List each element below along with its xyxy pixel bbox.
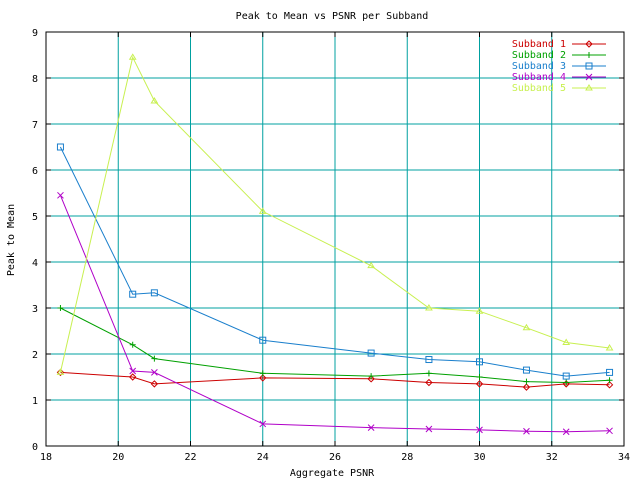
data-point-square bbox=[522, 366, 530, 374]
series-line bbox=[60, 307, 610, 384]
series-2 bbox=[57, 305, 613, 386]
data-point-plus bbox=[151, 355, 158, 362]
series-line bbox=[59, 195, 610, 433]
data-point-plus bbox=[129, 341, 136, 348]
grid-layer bbox=[46, 32, 624, 446]
data-point-triangle bbox=[258, 207, 267, 214]
x-tick-label: 26 bbox=[329, 452, 341, 463]
y-tick-label: 9 bbox=[32, 28, 38, 39]
data-point-diamond bbox=[522, 383, 531, 391]
data-point-cross bbox=[476, 426, 483, 434]
data-point-square bbox=[425, 356, 433, 364]
data-point-triangle bbox=[367, 261, 376, 269]
data-point-diamond bbox=[128, 373, 137, 381]
data-point-diamond bbox=[425, 378, 433, 387]
data-point-diamond bbox=[259, 374, 267, 382]
y-tick-label: 5 bbox=[32, 212, 38, 223]
data-point-diamond bbox=[56, 368, 65, 377]
data-point-square bbox=[150, 289, 158, 297]
series-line bbox=[59, 146, 610, 377]
data-point-plus bbox=[425, 370, 432, 377]
data-point-plus bbox=[523, 378, 530, 385]
data-point-diamond bbox=[150, 380, 159, 388]
series-4 bbox=[57, 191, 613, 436]
data-point-diamond bbox=[367, 375, 375, 383]
series-line bbox=[59, 55, 610, 373]
data-point-cross bbox=[151, 369, 158, 376]
legend-label: Subband 5 bbox=[512, 83, 566, 94]
data-point-cross bbox=[585, 73, 593, 81]
data-point-plus bbox=[476, 374, 483, 380]
data-point-plus bbox=[368, 373, 375, 380]
series-line bbox=[60, 371, 610, 388]
data-point-triangle bbox=[128, 53, 137, 60]
data-point-triangle bbox=[605, 344, 614, 351]
data-point-plus bbox=[57, 305, 64, 311]
y-tick-label: 8 bbox=[32, 74, 38, 85]
y-tick-label: 4 bbox=[32, 258, 38, 269]
legend-label: Subband 1 bbox=[512, 39, 566, 50]
data-point-triangle bbox=[475, 307, 484, 314]
data-point-triangle bbox=[522, 323, 531, 331]
series-3 bbox=[56, 143, 614, 380]
legend-label: Subband 2 bbox=[512, 50, 566, 61]
y-tick-label: 7 bbox=[32, 120, 38, 131]
data-point-triangle bbox=[425, 304, 433, 311]
data-point-cross bbox=[425, 425, 433, 433]
legend-label: Subband 4 bbox=[512, 72, 566, 83]
y-axis-label: Peak to Mean bbox=[6, 204, 17, 276]
y-tick-label: 2 bbox=[32, 350, 38, 361]
series-1 bbox=[56, 368, 614, 391]
data-point-diamond bbox=[605, 381, 614, 389]
data-point-square bbox=[606, 368, 614, 376]
data-point-square bbox=[56, 143, 64, 151]
data-point-plus bbox=[606, 377, 613, 384]
x-tick-label: 34 bbox=[618, 452, 630, 463]
data-point-square bbox=[585, 62, 593, 70]
data-point-triangle bbox=[562, 338, 571, 345]
x-tick-label: 24 bbox=[257, 452, 269, 463]
data-point-diamond bbox=[585, 40, 593, 48]
data-point-triangle bbox=[585, 84, 593, 91]
data-point-cross bbox=[129, 367, 137, 375]
data-point-cross bbox=[57, 191, 64, 199]
data-point-square bbox=[562, 372, 570, 380]
data-point-cross bbox=[606, 427, 613, 435]
data-point-cross bbox=[259, 420, 267, 428]
x-axis-label: Aggregate PSNR bbox=[290, 468, 375, 479]
data-point-plus bbox=[563, 379, 570, 386]
data-point-square bbox=[476, 358, 483, 366]
data-point-cross bbox=[523, 427, 530, 435]
x-tick-label: 32 bbox=[546, 452, 558, 463]
data-point-plus bbox=[259, 370, 266, 377]
x-tick-label: 28 bbox=[401, 452, 413, 463]
data-point-cross bbox=[562, 428, 570, 436]
chart-title: Peak to Mean vs PSNR per Subband bbox=[236, 11, 429, 22]
x-tick-label: 18 bbox=[40, 452, 52, 463]
x-tick-label: 20 bbox=[112, 452, 124, 463]
data-point-square bbox=[367, 349, 375, 357]
legend-label: Subband 3 bbox=[512, 61, 566, 72]
series-layer bbox=[56, 53, 614, 436]
y-tick-label: 0 bbox=[32, 442, 38, 453]
series-5 bbox=[56, 53, 614, 375]
x-tick-label: 30 bbox=[473, 452, 485, 463]
data-point-triangle bbox=[150, 97, 159, 104]
data-point-plus bbox=[586, 52, 592, 58]
y-tick-label: 6 bbox=[32, 166, 38, 177]
data-point-triangle bbox=[56, 368, 65, 375]
y-tick-label: 1 bbox=[32, 396, 38, 407]
data-point-cross bbox=[367, 424, 375, 431]
x-tick-label: 22 bbox=[184, 452, 196, 463]
data-point-diamond bbox=[475, 380, 484, 388]
data-point-square bbox=[129, 290, 137, 298]
y-tick-label: 3 bbox=[32, 304, 38, 315]
data-point-square bbox=[259, 336, 267, 344]
